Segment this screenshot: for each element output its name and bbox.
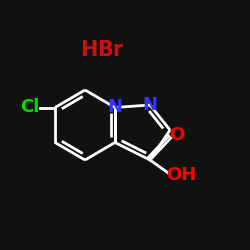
Text: OH: OH [166,166,196,184]
Text: H: H [80,40,98,60]
Text: Cl: Cl [20,98,40,116]
Text: O: O [169,126,184,144]
Text: N: N [142,96,158,114]
Text: N: N [108,98,122,116]
Text: Br: Br [98,40,124,60]
